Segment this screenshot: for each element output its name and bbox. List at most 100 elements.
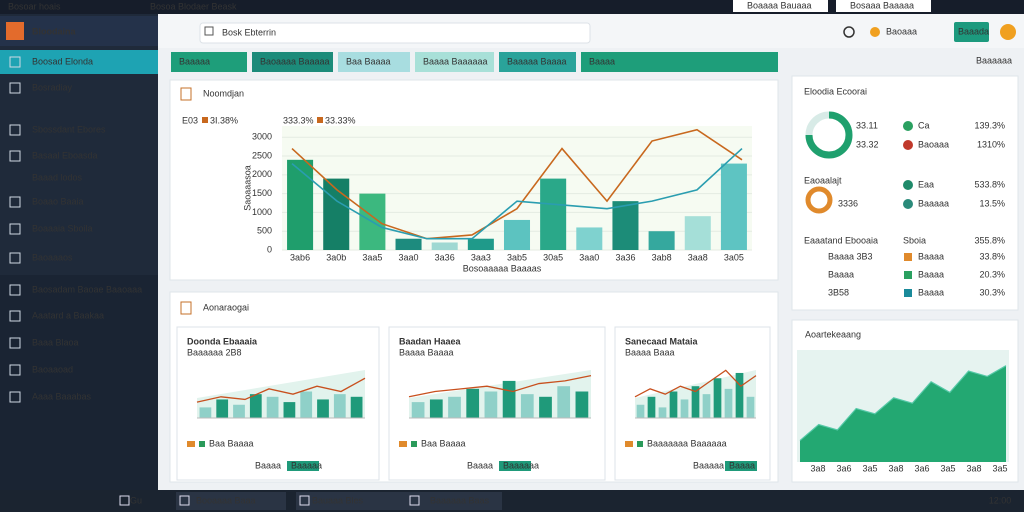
- action-button[interactable]: [954, 22, 989, 42]
- window-tab[interactable]: [836, 0, 931, 12]
- tab-label: Baaaaa Baaaa: [507, 56, 567, 66]
- card-subtitle: Baaaa Baaaa: [399, 347, 454, 357]
- sidebar-active: [0, 50, 158, 74]
- x-tick-label: 3ab6: [290, 252, 310, 262]
- nav-item[interactable]: Baoaaaos: [32, 252, 73, 262]
- bar: [720, 163, 747, 250]
- task-item[interactable]: [176, 492, 286, 510]
- donut-value: 33.32: [856, 139, 879, 149]
- legend-swatch: [202, 117, 208, 123]
- bar: [395, 238, 422, 250]
- row-label: Baoaaa: [918, 139, 949, 149]
- tab-button[interactable]: [415, 52, 494, 72]
- row-value: 33.8%: [979, 251, 1005, 261]
- nav-item[interactable]: Boaaaia Sboila: [32, 223, 93, 233]
- nav-icon: [9, 284, 21, 296]
- mini-bar: [636, 404, 645, 418]
- x-tick-label: 3aa8: [688, 252, 708, 262]
- search-text: Bosk Ebterrin: [222, 27, 276, 37]
- x-tick-label: 3a5: [862, 463, 877, 473]
- legend-label: Baa Baaaa: [209, 438, 254, 448]
- sidebar-header: [0, 16, 158, 46]
- card-subtitle: Baaaaaa 2B8: [187, 347, 242, 357]
- mini-bar: [429, 399, 443, 418]
- x-tick-label: 3a5: [992, 463, 1007, 473]
- action-button-label: Baaada: [958, 26, 989, 36]
- mini-bar: [266, 396, 279, 418]
- panel-icon: [180, 87, 192, 101]
- bar: [612, 201, 639, 250]
- panel-title: Aonaraogai: [203, 302, 249, 312]
- card-button[interactable]: [287, 461, 319, 471]
- nav-item[interactable]: Boaao Baaia: [32, 196, 84, 206]
- row-left: 3B58: [828, 287, 849, 297]
- y-tick-label: 1000: [252, 207, 272, 217]
- row-value: 1310%: [977, 139, 1005, 149]
- panel-title: Eloodia Ecoorai: [804, 86, 867, 96]
- bar: [684, 216, 711, 250]
- card-button[interactable]: [499, 461, 531, 471]
- card-footer-link[interactable]: Baaaa: [255, 460, 281, 470]
- nav-item[interactable]: Baaa Blaoa: [32, 337, 79, 347]
- donut-arc: [805, 111, 853, 159]
- row-value: 139.3%: [974, 120, 1005, 130]
- row-label: Baaaa: [918, 287, 944, 297]
- nav-icon: [9, 391, 21, 403]
- task-label: Gu: [130, 495, 142, 505]
- nav-item[interactable]: Baosadam Baoae Baaoaaa: [32, 284, 142, 294]
- user-name: Baoaaa: [886, 26, 917, 36]
- card-button[interactable]: [725, 461, 757, 471]
- legend-label: Baaaaaaa Baaaaaa: [647, 438, 727, 448]
- card-button-label: Baaaaaa: [503, 460, 539, 470]
- tab-button[interactable]: [171, 52, 247, 72]
- x-tick-label: 3ab5: [507, 252, 527, 262]
- mini-bar: [411, 402, 425, 418]
- row-icon: [903, 180, 913, 190]
- task-item[interactable]: [296, 492, 406, 510]
- section-label: Sboia: [903, 235, 926, 245]
- mini-bar: [658, 407, 667, 418]
- nav-item[interactable]: Aaatard a Baakaa: [32, 310, 104, 320]
- mini-bar: [350, 396, 363, 418]
- nav-item[interactable]: Boosad Elonda: [32, 56, 93, 66]
- tab-button[interactable]: [581, 52, 778, 72]
- area-edge: [799, 365, 1007, 442]
- nav-item[interactable]: Baaad lodos: [32, 172, 83, 182]
- legend-swatch: [399, 441, 407, 447]
- mini-line: [196, 377, 366, 403]
- bar: [323, 178, 350, 250]
- brand-logo: [6, 22, 24, 40]
- y-axis-title: Saoaaasoa: [242, 165, 252, 211]
- row-icon: [903, 121, 913, 131]
- x-tick-label: 3a8: [810, 463, 825, 473]
- x-axis-title: Bosoaaaaa Baaaas: [463, 263, 542, 273]
- panel-icon: [180, 301, 192, 315]
- mini-bar: [466, 388, 480, 418]
- y-tick-label: 1500: [252, 188, 272, 198]
- tab-button[interactable]: [499, 52, 576, 72]
- tab-button[interactable]: [338, 52, 410, 72]
- user-avatar: [870, 27, 880, 37]
- search-box[interactable]: [199, 22, 591, 44]
- search-icon[interactable]: [843, 26, 855, 38]
- nav-item[interactable]: Basaal Eboasda: [32, 150, 98, 160]
- nav-icon: [9, 82, 21, 94]
- nav-item[interactable]: Sbossdant Ebores: [32, 124, 106, 134]
- card-footer-link[interactable]: Baaaaa: [693, 460, 724, 470]
- row-icon: [903, 140, 913, 150]
- task-item[interactable]: [406, 492, 502, 510]
- y-tick-label: 2500: [252, 150, 272, 160]
- tab-button[interactable]: [252, 52, 333, 72]
- row-icon: [904, 271, 912, 279]
- mini-bar: [502, 380, 516, 418]
- card-footer-link[interactable]: Baaaa: [467, 460, 493, 470]
- panel-title: Noomdjan: [203, 88, 244, 98]
- nav-item[interactable]: Bosradiay: [32, 82, 73, 92]
- nav-icon: [9, 364, 21, 376]
- nav-item[interactable]: Aaaa Baaabas: [32, 391, 92, 401]
- window-tab[interactable]: [733, 0, 828, 12]
- profile-icon[interactable]: [1000, 24, 1016, 40]
- row-label: Ca: [918, 120, 930, 130]
- nav-item[interactable]: Baoaaoad: [32, 364, 73, 374]
